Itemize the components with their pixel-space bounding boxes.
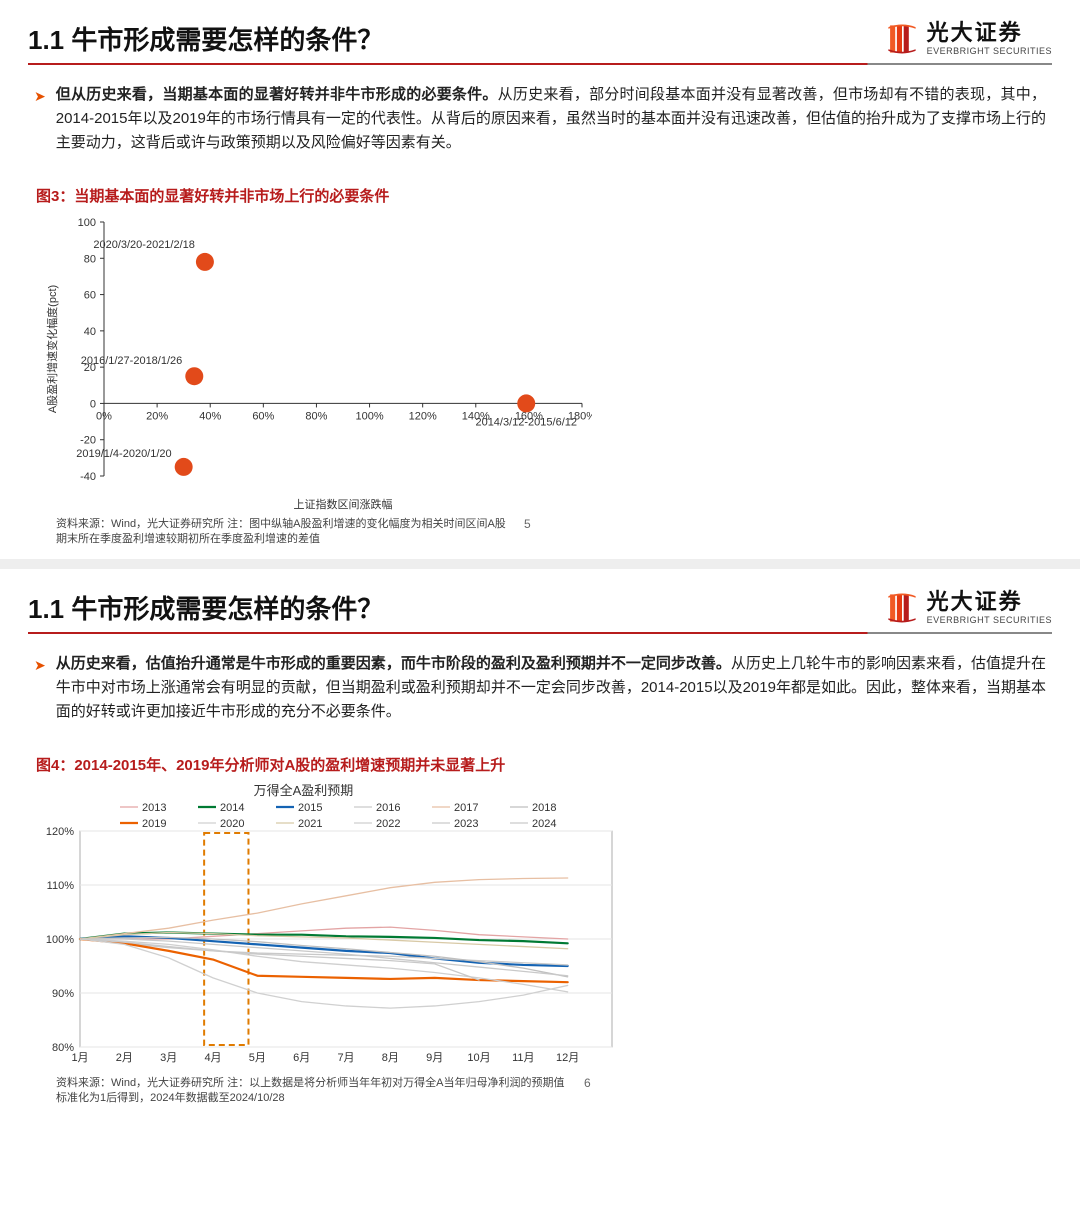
svg-text:12月: 12月 bbox=[556, 1052, 579, 1064]
svg-text:2019/1/4-2020/1/20: 2019/1/4-2020/1/20 bbox=[76, 448, 171, 460]
svg-text:3月: 3月 bbox=[160, 1052, 177, 1064]
brand-cn: 光大证券 bbox=[927, 22, 1052, 44]
brand-en: EVERBRIGHT SECURITIES bbox=[927, 47, 1052, 56]
title-rule bbox=[28, 63, 1052, 65]
svg-text:0: 0 bbox=[90, 398, 96, 410]
svg-text:60%: 60% bbox=[252, 410, 274, 422]
brand-cn: 光大证券 bbox=[927, 591, 1052, 613]
svg-text:万得全A盈利预期: 万得全A盈利预期 bbox=[254, 783, 354, 798]
svg-text:80%: 80% bbox=[305, 410, 327, 422]
svg-text:上证指数区间涨跌幅: 上证指数区间涨跌幅 bbox=[294, 497, 393, 511]
figure4: 图4：2014-2015年、2019年分析师对A股的盈利增速预期并未显著上升 万… bbox=[28, 754, 1052, 1106]
figure4-line-chart: 万得全A盈利预期 2013 2014 2015 2016 2017 2018 2019 2020… bbox=[32, 781, 622, 1071]
svg-text:2020/3/20-2021/2/18: 2020/3/20-2021/2/18 bbox=[93, 239, 195, 251]
figure3-scatter-chart: -40-200204060801000%20%40%60%80%100%120%… bbox=[32, 212, 592, 512]
svg-text:60: 60 bbox=[84, 290, 96, 302]
svg-text:100%: 100% bbox=[46, 934, 74, 946]
figure4-title: 图4：2014-2015年、2019年分析师对A股的盈利增速预期并未显著上升 bbox=[36, 754, 1052, 775]
brand-logo-mark bbox=[885, 591, 919, 625]
figure3: 图3：当期基本面的显著好转并非市场上行的必要条件 -40-20020406080… bbox=[28, 185, 1052, 547]
figure3-title: 图3：当期基本面的显著好转并非市场上行的必要条件 bbox=[36, 185, 1052, 206]
slide-1: 1.1 牛市形成需要怎样的条件？ 光大证券 EVERBRIGHT SECURIT… bbox=[0, 0, 1080, 559]
svg-text:2023: 2023 bbox=[454, 818, 478, 830]
svg-text:100%: 100% bbox=[355, 410, 383, 422]
svg-text:2024: 2024 bbox=[532, 818, 556, 830]
slide2-page-number: 6 bbox=[584, 1076, 591, 1090]
svg-text:1月: 1月 bbox=[71, 1052, 88, 1064]
svg-text:2016/1/27-2018/1/26: 2016/1/27-2018/1/26 bbox=[81, 355, 183, 367]
svg-text:11月: 11月 bbox=[512, 1052, 534, 1064]
svg-text:2022: 2022 bbox=[376, 818, 400, 830]
svg-text:8月: 8月 bbox=[382, 1052, 399, 1064]
slide2-bullet-lead: 从历史来看，估值抬升通常是牛市形成的重要因素，而牛市阶段的盈利及盈利预期并不一定… bbox=[56, 655, 731, 672]
svg-text:-20: -20 bbox=[80, 435, 96, 447]
slide1-page-number: 5 bbox=[524, 517, 531, 531]
slide-separator bbox=[0, 559, 1080, 569]
svg-text:2016: 2016 bbox=[376, 802, 400, 814]
svg-text:100: 100 bbox=[78, 217, 96, 229]
svg-text:2月: 2月 bbox=[116, 1052, 133, 1064]
brand-logo: 光大证券 EVERBRIGHT SECURITIES bbox=[885, 591, 1052, 625]
svg-text:2017: 2017 bbox=[454, 802, 478, 814]
svg-text:4月: 4月 bbox=[204, 1052, 221, 1064]
svg-text:120%: 120% bbox=[409, 410, 437, 422]
svg-text:110%: 110% bbox=[47, 880, 75, 892]
svg-text:5月: 5月 bbox=[249, 1052, 266, 1064]
svg-text:2014/3/12-2015/6/12: 2014/3/12-2015/6/12 bbox=[475, 416, 577, 428]
slide1-header: 1.1 牛市形成需要怎样的条件？ 光大证券 EVERBRIGHT SECURIT… bbox=[28, 20, 1052, 57]
svg-text:20%: 20% bbox=[146, 410, 168, 422]
slide2-bullet-text: 从历史来看，估值抬升通常是牛市形成的重要因素，而牛市阶段的盈利及盈利预期并不一定… bbox=[56, 652, 1046, 724]
figure4-source: 资料来源：Wind，光大证券研究所 注：以上数据是将分析师当年年初对万得全A当年… bbox=[32, 1076, 572, 1106]
slide1-title: 1.1 牛市形成需要怎样的条件？ bbox=[28, 20, 383, 57]
svg-text:6月: 6月 bbox=[293, 1052, 310, 1064]
brand-logo: 光大证券 EVERBRIGHT SECURITIES bbox=[885, 22, 1052, 56]
bullet-icon: ➤ bbox=[34, 654, 46, 724]
slide2-bullet: ➤ 从历史来看，估值抬升通常是牛市形成的重要因素，而牛市阶段的盈利及盈利预期并不… bbox=[28, 652, 1052, 724]
svg-text:9月: 9月 bbox=[426, 1052, 443, 1064]
bullet-icon: ➤ bbox=[34, 85, 46, 155]
svg-text:0%: 0% bbox=[96, 410, 112, 422]
slide2-title: 1.1 牛市形成需要怎样的条件？ bbox=[28, 589, 383, 626]
brand-en: EVERBRIGHT SECURITIES bbox=[927, 616, 1052, 625]
figure3-source: 资料来源：Wind，光大证券研究所 注：图中纵轴A股盈利增速的变化幅度为相关时间… bbox=[32, 517, 512, 547]
svg-text:-40: -40 bbox=[80, 471, 96, 483]
brand-logo-text: 光大证券 EVERBRIGHT SECURITIES bbox=[927, 22, 1052, 56]
svg-text:2018: 2018 bbox=[532, 802, 556, 814]
slide1-bullet-text: 但从历史来看，当期基本面的显著好转并非牛市形成的必要条件。从历史来看，部分时间段… bbox=[56, 83, 1046, 155]
slide2-header: 1.1 牛市形成需要怎样的条件？ 光大证券 EVERBRIGHT SECURIT… bbox=[28, 589, 1052, 626]
svg-text:120%: 120% bbox=[46, 826, 74, 838]
svg-text:2021: 2021 bbox=[298, 818, 322, 830]
svg-text:2020: 2020 bbox=[220, 818, 244, 830]
svg-text:40: 40 bbox=[84, 326, 96, 338]
svg-text:7月: 7月 bbox=[337, 1052, 354, 1064]
brand-logo-mark bbox=[885, 22, 919, 56]
figure3-source-row: 资料来源：Wind，光大证券研究所 注：图中纵轴A股盈利增速的变化幅度为相关时间… bbox=[32, 517, 1052, 547]
svg-text:40%: 40% bbox=[199, 410, 221, 422]
slide1-bullet-lead: 但从历史来看，当期基本面的显著好转并非牛市形成的必要条件。 bbox=[56, 86, 498, 103]
svg-text:2013: 2013 bbox=[142, 802, 166, 814]
svg-text:A股盈利增速变化幅度(pct): A股盈利增速变化幅度(pct) bbox=[45, 285, 59, 413]
brand-logo-text: 光大证券 EVERBRIGHT SECURITIES bbox=[927, 591, 1052, 625]
slide-2: 1.1 牛市形成需要怎样的条件？ 光大证券 EVERBRIGHT SECURIT… bbox=[0, 569, 1080, 1118]
figure4-source-row: 资料来源：Wind，光大证券研究所 注：以上数据是将分析师当年年初对万得全A当年… bbox=[32, 1076, 1052, 1106]
svg-text:2014: 2014 bbox=[220, 802, 244, 814]
svg-text:2015: 2015 bbox=[298, 802, 322, 814]
svg-text:2019: 2019 bbox=[142, 818, 166, 830]
slide1-bullet: ➤ 但从历史来看，当期基本面的显著好转并非牛市形成的必要条件。从历史来看，部分时… bbox=[28, 83, 1052, 155]
svg-text:80: 80 bbox=[84, 253, 96, 265]
title-rule bbox=[28, 632, 1052, 634]
svg-text:90%: 90% bbox=[52, 988, 74, 1000]
svg-text:10月: 10月 bbox=[467, 1052, 490, 1064]
